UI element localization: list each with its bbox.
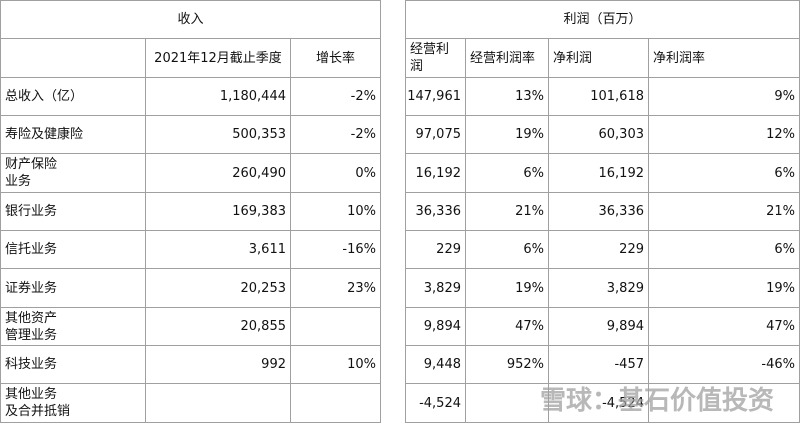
table-cell: -457 xyxy=(548,345,649,384)
table-cell: 3,829 xyxy=(548,268,649,308)
table-cell: 0% xyxy=(290,153,381,193)
row-label: 银行业务 xyxy=(0,192,146,231)
table-cell: 47% xyxy=(648,307,800,346)
table-cell: 10% xyxy=(290,345,381,384)
table-cell: 13% xyxy=(465,77,549,116)
column-header: 经营利润 xyxy=(405,38,466,78)
row-label: 总收入（亿） xyxy=(0,77,146,116)
table-cell: 97,075 xyxy=(405,115,466,154)
table-cell: -2% xyxy=(290,115,381,154)
column-header: 净利润 xyxy=(548,38,649,78)
table-cell: 6% xyxy=(648,230,800,269)
table-cell: 19% xyxy=(465,115,549,154)
column-header xyxy=(0,38,146,78)
column-header: 2021年12月截止季度 xyxy=(145,38,291,78)
row-label: 财产保险 业务 xyxy=(0,153,146,193)
table-cell: 9,448 xyxy=(405,345,466,384)
table-cell: 20,253 xyxy=(145,268,291,308)
table-cell: 12% xyxy=(648,115,800,154)
table-cell: 23% xyxy=(290,268,381,308)
table-cell: 16,192 xyxy=(548,153,649,193)
table-cell: 21% xyxy=(465,192,549,231)
table-cell: 9% xyxy=(648,77,800,116)
table-cell: 3,829 xyxy=(405,268,466,308)
section-header: 利润（百万） xyxy=(405,0,800,39)
table-cell: 500,353 xyxy=(145,115,291,154)
table-cell: 60,303 xyxy=(548,115,649,154)
table-cell: 3,611 xyxy=(145,230,291,269)
table-cell: 6% xyxy=(648,153,800,193)
row-label: 信托业务 xyxy=(0,230,146,269)
table-cell: 10% xyxy=(290,192,381,231)
row-label: 科技业务 xyxy=(0,345,146,384)
table-cell: 229 xyxy=(405,230,466,269)
table-cell: 952% xyxy=(465,345,549,384)
watermark: 雪球：基石价值投资 xyxy=(540,386,775,416)
table-cell: 19% xyxy=(648,268,800,308)
table-cell: 229 xyxy=(548,230,649,269)
table-cell: -2% xyxy=(290,77,381,116)
table-cell: 6% xyxy=(465,230,549,269)
table-cell: 6% xyxy=(465,153,549,193)
table-cell: 36,336 xyxy=(548,192,649,231)
table-cell xyxy=(290,383,381,423)
table-cell: 260,490 xyxy=(145,153,291,193)
table-cell: 19% xyxy=(465,268,549,308)
row-label: 证券业务 xyxy=(0,268,146,308)
column-header: 净利润率 xyxy=(648,38,800,78)
table-cell: 169,383 xyxy=(145,192,291,231)
table-cell: -16% xyxy=(290,230,381,269)
section-header: 收入 xyxy=(0,0,381,39)
table-cell xyxy=(145,383,291,423)
table-cell: 36,336 xyxy=(405,192,466,231)
table-cell: 21% xyxy=(648,192,800,231)
column-header: 增长率 xyxy=(290,38,381,78)
table-cell: -46% xyxy=(648,345,800,384)
table-cell: -4,524 xyxy=(405,383,466,423)
table-cell: 101,618 xyxy=(548,77,649,116)
table-cell: 992 xyxy=(145,345,291,384)
table-cell xyxy=(290,307,381,346)
table-cell xyxy=(465,383,549,423)
table-cell: 9,894 xyxy=(548,307,649,346)
row-label: 寿险及健康险 xyxy=(0,115,146,154)
table-cell: 20,855 xyxy=(145,307,291,346)
row-label: 其他业务 及合并抵销 xyxy=(0,383,146,423)
table-cell: 9,894 xyxy=(405,307,466,346)
table-cell: 16,192 xyxy=(405,153,466,193)
table-cell: 1,180,444 xyxy=(145,77,291,116)
table-cell: 47% xyxy=(465,307,549,346)
table-cell: 147,961 xyxy=(405,77,466,116)
column-header: 经营利润率 xyxy=(465,38,549,78)
row-label: 其他资产 管理业务 xyxy=(0,307,146,346)
